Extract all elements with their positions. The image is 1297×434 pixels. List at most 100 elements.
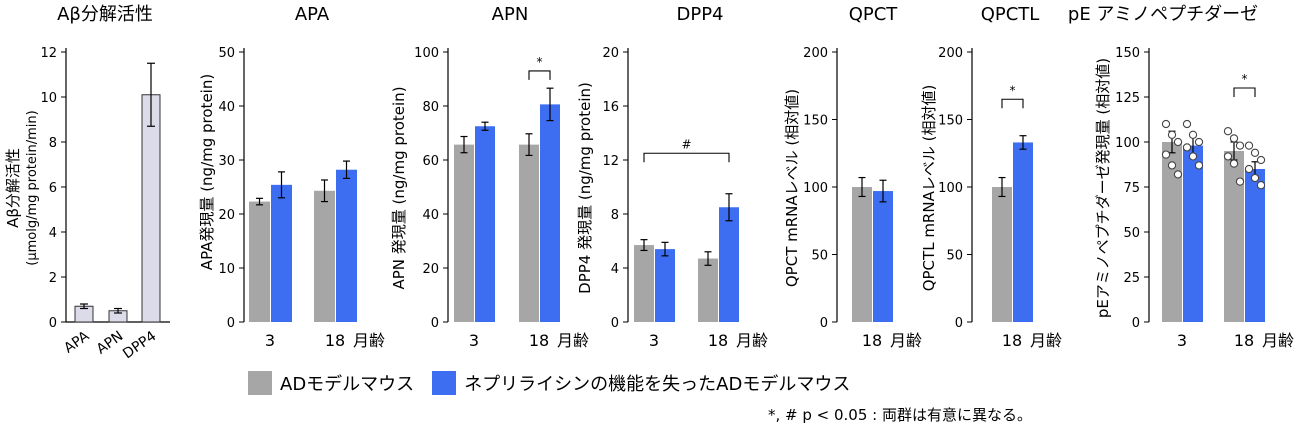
p7-y-tick-label: 100	[1115, 136, 1140, 151]
p3-y-tick-label: 0	[431, 316, 439, 331]
p3-y-label: APN 発現量 (ng/mg protein)	[390, 86, 408, 289]
p7-data-point	[1256, 181, 1266, 190]
p1-y-label: Aβ分解活性	[4, 148, 22, 228]
p7-y-tick-label: 75	[1123, 181, 1140, 196]
legend-item-knockout: ネプリライシンの機能を失ったADモデルマウス	[432, 370, 850, 396]
p1-y-tick-label: 2	[49, 271, 57, 286]
p4-y-tick-label: 16	[602, 100, 619, 115]
p4-bar-s2-g1	[655, 249, 675, 322]
p4-bar-s1-g1	[634, 245, 654, 322]
legend-label-ad-model: ADモデルマウス	[280, 374, 415, 395]
p7-data-point	[1182, 119, 1192, 129]
p1-y-tick-label: 6	[49, 181, 57, 196]
p5-y-tick-label: 50	[811, 249, 828, 264]
p1-x-tick-label-apn: APN	[94, 328, 127, 357]
p7-data-point	[1256, 155, 1266, 165]
p3-bar-s1-g2	[519, 144, 539, 322]
p5-y-tick-label: 150	[803, 114, 828, 129]
legend: ADモデルマウス ネプリライシンの機能を失ったADモデルマウス	[248, 368, 868, 398]
p3-bar-s2-g1	[475, 126, 495, 322]
p6-x-tick-label-18: 18	[1002, 331, 1022, 350]
p3-x-unit: 月齢	[557, 331, 589, 350]
p5-y-tick-label: 100	[803, 181, 828, 196]
p7-data-point	[1188, 152, 1198, 161]
p3-y-tick-label: 40	[422, 208, 439, 223]
p7-data-point	[1194, 137, 1204, 147]
p2-y-tick-label: 30	[218, 154, 235, 169]
p3-x-tick-label-18: 18	[529, 331, 549, 350]
p4-y-tick-label: 0	[611, 316, 619, 331]
p5-title: QPCT	[849, 4, 899, 25]
legend-swatch-gray	[248, 371, 272, 395]
p7-bar-s2-g2	[1245, 169, 1265, 322]
p7-data-point	[1188, 130, 1198, 139]
p2-bar-s1-g2	[314, 190, 335, 322]
p7-x-tick-label-3: 3	[1177, 331, 1187, 350]
p7-data-point	[1229, 134, 1239, 143]
p7-bar-s1-g1	[1162, 142, 1182, 322]
p4-bar-s1-g2	[698, 258, 718, 322]
p3-significance-bracket	[528, 70, 551, 80]
p7-significance-bracket	[1233, 87, 1256, 97]
p5-bar-s1-g1	[852, 187, 872, 322]
p4-y-tick-label: 12	[602, 154, 619, 169]
p7-data-point	[1244, 164, 1254, 174]
p7-data-point	[1223, 127, 1233, 136]
p7-data-point	[1250, 173, 1260, 183]
p5-y-tick-label: 0	[820, 316, 828, 331]
p5-x-unit: 月齢	[890, 331, 922, 350]
p2-y-tick-label: 0	[227, 316, 235, 331]
p7-y-tick-label: 150	[1115, 46, 1140, 61]
p7-data-point	[1182, 143, 1192, 152]
p3-significance-label: *	[537, 55, 543, 69]
p6-bar-s1-g1	[992, 187, 1012, 322]
p7-bar-s2-g1	[1183, 145, 1203, 322]
p2-bar-s1-g1	[249, 201, 270, 322]
p3-y-tick-label: 20	[422, 262, 439, 277]
p4-title: DPP4	[676, 4, 723, 25]
p7-data-point	[1173, 137, 1183, 147]
p1-y-tick-label: 10	[40, 91, 57, 106]
p6-x-unit: 月齢	[1030, 331, 1062, 350]
p7-x-tick-label-18: 18	[1234, 331, 1254, 350]
p2-y-tick-label: 40	[218, 100, 235, 115]
p7-data-point	[1161, 119, 1171, 129]
p7-data-point	[1167, 161, 1177, 170]
p2-x-tick-label-18: 18	[325, 331, 345, 350]
p2-y-tick-label: 20	[218, 208, 235, 223]
p1-y-tick-label: 4	[49, 226, 57, 241]
p4-bar-s2-g2	[719, 207, 739, 322]
p2-bar-s2-g1	[271, 184, 292, 322]
p1-y-tick-label: 0	[49, 316, 57, 331]
p6-title: QPCTL	[981, 4, 1040, 25]
p7-data-point	[1235, 177, 1245, 186]
p3-y-tick-label: 80	[422, 100, 439, 115]
p7-data-point	[1167, 130, 1177, 139]
p2-title: APA	[295, 4, 330, 25]
legend-swatch-blue	[432, 371, 457, 395]
p6-bar-s2-g1	[1013, 142, 1033, 322]
p7-title: pE アミノペプチダーゼ	[1068, 4, 1258, 25]
legend-label-knockout: ネプリライシンの機能を失ったADモデルマウス	[464, 374, 851, 395]
p7-significance-label: *	[1242, 72, 1248, 86]
p1-y-label-unit: (μmolg/mg protein/min)	[25, 110, 40, 265]
p3-y-tick-label: 100	[414, 46, 439, 61]
p1-x-tick-label-dpp4: DPP4	[120, 328, 159, 362]
p4-significance-label: #	[681, 137, 691, 151]
p7-x-unit: 月齢	[1262, 331, 1294, 350]
p7-data-point	[1194, 161, 1204, 170]
p1-y-tick-label: 12	[40, 46, 57, 61]
p7-y-tick-label: 25	[1123, 271, 1140, 286]
p2-y-tick-label: 10	[218, 262, 235, 277]
p4-y-tick-label: 20	[602, 46, 619, 61]
p5-y-tick-label: 200	[803, 46, 828, 61]
p4-y-tick-label: 4	[611, 262, 619, 277]
p3-bar-s1-g1	[454, 144, 474, 322]
p2-y-tick-label: 50	[218, 46, 235, 61]
p1-bar-dpp4	[141, 94, 161, 323]
legend-item-ad-model: ADモデルマウス	[248, 370, 414, 396]
p6-y-tick-label: 200	[938, 46, 963, 61]
p6-significance-bracket	[1001, 98, 1024, 109]
p4-y-tick-label: 8	[611, 208, 619, 223]
